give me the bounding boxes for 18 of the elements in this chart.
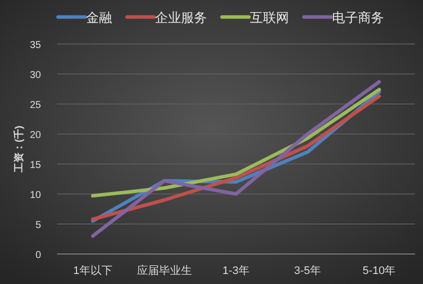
x-tick-label: 1-3年 <box>222 265 250 277</box>
x-tick-label: 1年以下 <box>73 264 112 277</box>
x-tick-label: 应届毕业生 <box>136 264 192 277</box>
y-tick-label: 30 <box>30 70 42 81</box>
x-tick-label: 5-10年 <box>362 265 396 277</box>
y-tick-label: 5 <box>35 220 42 231</box>
y-tick-label: 25 <box>30 100 42 111</box>
y-tick-label: 15 <box>30 160 42 171</box>
legend-label: 互联网 <box>250 10 289 25</box>
y-tick-label: 20 <box>30 130 42 141</box>
legend-label: 企业服务 <box>155 10 207 25</box>
legend-label: 电子商务 <box>332 10 384 25</box>
y-tick-label: 10 <box>30 190 42 201</box>
y-tick-label: 35 <box>30 40 42 51</box>
y-tick-label: 0 <box>35 250 42 261</box>
y-axis-title: 工资：(千) <box>13 126 25 174</box>
x-tick-label: 3-5年 <box>294 265 322 277</box>
legend-label: 金融 <box>86 10 112 25</box>
